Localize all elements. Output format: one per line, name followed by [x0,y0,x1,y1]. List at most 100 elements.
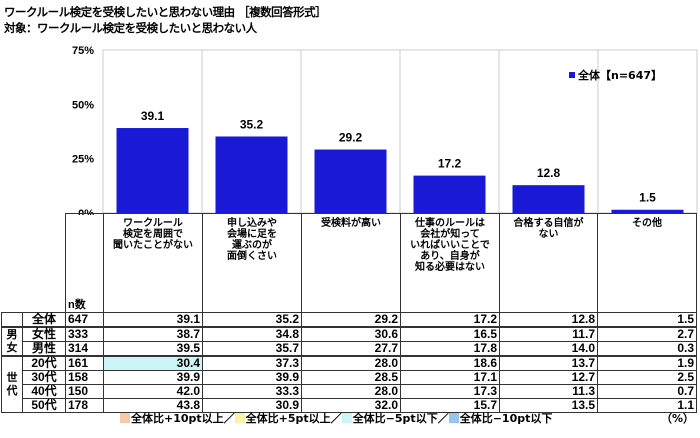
legend-item: 全体比−5pt以下／ [352,412,449,425]
cell-value: 11.7 [499,326,598,342]
y-tick-label: 25% [72,154,94,166]
cell-value: 29.2 [301,312,401,328]
row-label: 男性 [22,341,66,357]
table-row: 30代 158 39.9 39.9 28.5 17.1 12.7 2.5 [2,370,697,385]
n-value: 314 [65,341,104,357]
table-row: 40代 150 42.0 33.3 28.0 17.3 11.3 0.7 [2,384,697,399]
column-header: ワークルール 検定を周囲で 聞いたことがない [103,213,203,313]
blank-cell [1,213,66,313]
n-value: 150 [65,384,104,399]
n-value: 158 [65,370,104,385]
table-row: 50代 178 43.8 30.9 32.0 15.7 13.5 1.1 [2,398,697,413]
cell-value: 30.6 [301,326,401,342]
column-header: 仕事のルールは 会社が知って いればいいことで あり、自身が 知る必要はない [400,213,500,313]
cell-value: 38.7 [103,326,203,342]
chart-subtitle: 対象：ワークルール検定を受検したいと思わない人 [4,21,257,35]
cell-value: 30.9 [202,398,302,413]
column-header: 受検料が高い [301,213,401,313]
cell-value: 12.8 [499,312,598,328]
cell-value: 42.0 [103,384,203,399]
cell-value: 39.9 [202,370,302,385]
row-label: 50代 [22,398,66,413]
n-value: 178 [65,398,104,413]
legend-item: 全体比+10pt以上／ [131,412,235,425]
column-header: 合格する自信が ない [499,213,598,313]
y-tick-label: 50% [72,99,94,111]
cell-value: 0.3 [597,341,697,357]
bar [116,128,189,213]
column-header: その他 [597,213,697,313]
y-tick-label: 75% [72,45,94,57]
cell-value: 33.3 [202,384,302,399]
legend-label: 全体【n=647】 [577,68,662,82]
cell-value: 34.8 [202,326,302,342]
data-label: 39.1 [141,109,165,123]
cell-value: 35.7 [202,341,302,357]
cell-value: 39.5 [103,341,203,357]
row-label: 女性 [22,326,66,342]
data-label: 17.2 [438,157,462,171]
data-label: 1.5 [639,191,656,205]
bar [215,136,288,213]
n-header: n数 [65,213,104,313]
legend-item: 全体比−10pt以下 [459,412,553,425]
cell-value: 17.3 [400,384,500,399]
cell-value: 35.2 [202,312,302,328]
data-label: 29.2 [339,131,363,145]
column-header: 申し込みや 会場に足を 運ぶのが 面倒くさい [202,213,302,313]
table-row: 男性 314 39.5 35.7 27.7 17.8 14.0 0.3 [2,341,697,357]
unit-label: （%） [660,412,694,425]
cell-value: 30.4 [103,355,203,371]
n-value: 333 [65,326,104,342]
bar [611,209,684,213]
cell-value: 17.8 [400,341,500,357]
cell-value: 28.5 [301,370,401,385]
cell-value: 0.7 [597,384,697,399]
legend-swatch [120,413,130,423]
cell-value: 39.9 [103,370,203,385]
legend-swatch [234,413,245,423]
data-label: 35.2 [240,117,264,131]
cell-value: 11.3 [499,384,598,399]
cell-value: 27.7 [301,341,401,357]
highlight-legend: 全体比+10pt以上／ 全体比+5pt以上／ 全体比−5pt以下／ 全体比−10pt以… [120,410,552,426]
cell-value: 16.5 [400,326,500,342]
bar-chart: 0% 25% 50% 75% 39.1 35.2 29.2 17.2 12.8 1.5 全体【n=6… [72,45,698,215]
cell-value: 18.6 [400,355,500,371]
bar [413,175,486,213]
legend-swatch [448,413,459,423]
cell-value: 1.1 [597,398,697,413]
cell-value: 12.7 [499,370,598,385]
cell-value: 17.2 [400,312,500,328]
group-label-cell [1,312,23,328]
header-row: n数 ワークルール 検定を周囲で 聞いたことがない 申し込みや 会場に足を 運ぶのが 面倒くさ… [1,213,697,313]
cell-value: 43.8 [103,398,203,413]
group-label-gender: 男 女 [1,326,23,357]
cell-value: 1.9 [597,355,697,371]
cell-value: 13.7 [499,355,598,371]
cell-value: 14.0 [499,341,598,357]
legend-swatch [569,72,575,78]
table-row: 世 代 20代 161 30.4 37.3 28.0 18.6 13.7 1.9 [1,355,697,413]
y-tick-label: 0% [78,208,94,215]
cell-value: 28.0 [301,355,401,371]
row-label: 20代 [22,355,66,371]
cell-value: 39.1 [103,312,203,328]
table-row: 男 女女性 333 38.7 34.8 30.6 16.5 11.7 2.7 [1,326,697,357]
group-label-age: 世 代 [1,355,23,413]
n-value: 647 [65,312,104,328]
row-label: 全体 [22,312,66,328]
cell-value: 15.7 [400,398,500,413]
n-value: 161 [65,355,104,371]
bar [314,149,387,213]
table-row: 全体 647 39.1 35.2 29.2 17.2 12.8 1.5 [1,312,697,328]
cell-value: 1.5 [597,312,697,328]
row-label: 40代 [22,384,66,399]
cell-value: 2.5 [597,370,697,385]
cell-value: 2.7 [597,326,697,342]
cell-value: 28.0 [301,384,401,399]
legend-swatch [341,413,352,423]
cell-value: 37.3 [202,355,302,371]
bar [512,185,585,213]
